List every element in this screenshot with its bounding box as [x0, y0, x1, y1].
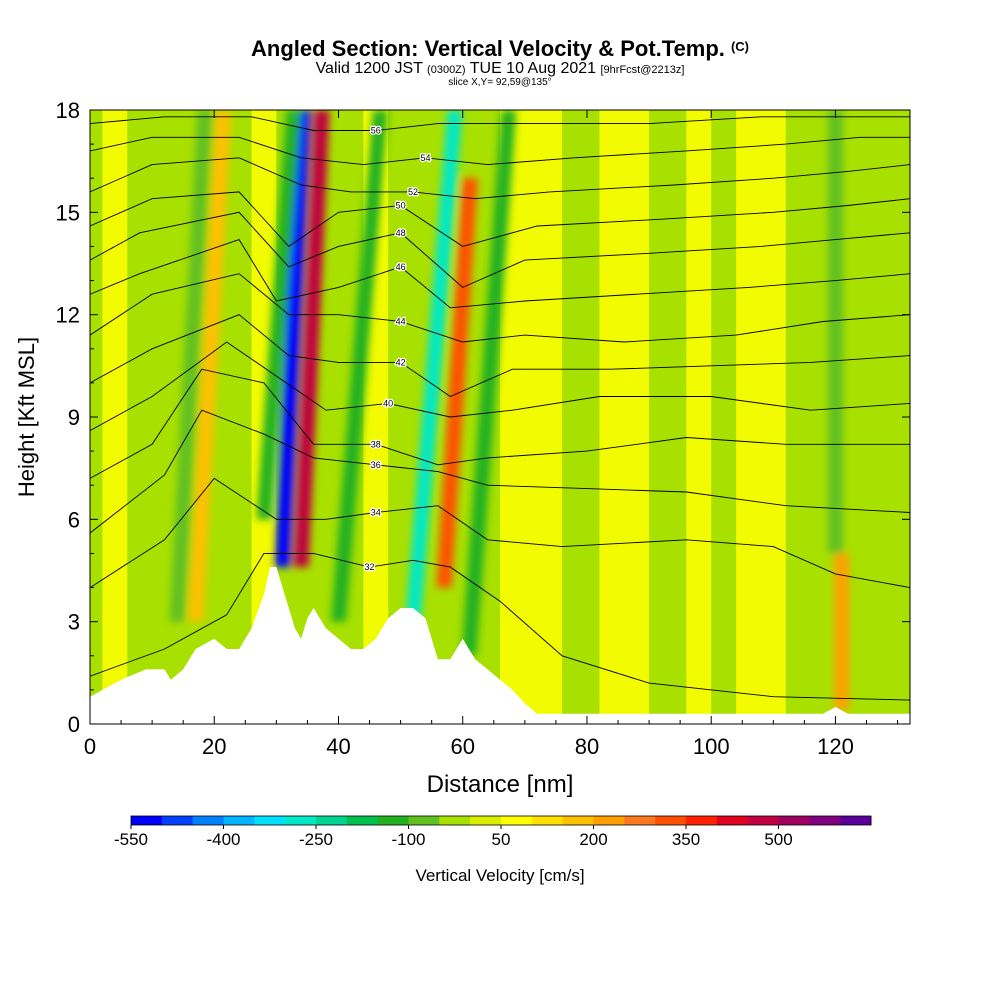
colorbar-swatch — [377, 816, 409, 825]
colorbar-swatch — [840, 816, 872, 825]
x-tick-label: 0 — [84, 734, 96, 759]
colorbar-swatch — [131, 816, 163, 825]
colorbar-swatch — [624, 816, 656, 825]
colorbar-swatch — [223, 816, 255, 825]
isentrope-line — [90, 157, 910, 200]
isentrope-label: 50 — [396, 201, 406, 211]
y-tick-label: 0 — [68, 712, 80, 737]
x-tick-label: 100 — [693, 734, 730, 759]
colorbar-tick-label: -100 — [391, 830, 425, 849]
isentrope-label: 52 — [408, 187, 418, 197]
field-band — [686, 110, 712, 724]
isentrope-line — [90, 116, 910, 131]
x-axis-label: Distance [nm] — [427, 771, 574, 798]
isentrope-label: 56 — [371, 125, 381, 135]
colorbar-swatch — [161, 816, 194, 825]
velocity-feature — [834, 553, 850, 711]
colorbar-tick-label: 50 — [492, 830, 511, 849]
velocity-feature — [256, 110, 302, 520]
y-tick-label: 6 — [68, 507, 80, 532]
colorbar-swatch — [316, 816, 348, 825]
isentrope-line — [90, 341, 910, 431]
colorbar-tick-label: 500 — [764, 830, 792, 849]
title-mark: (C) — [730, 39, 749, 54]
x-tick-label: 80 — [575, 734, 599, 759]
isentrope-label: 40 — [383, 398, 393, 408]
isentrope-line — [90, 368, 910, 479]
y-tick-label: 9 — [68, 405, 80, 430]
chart-title: Angled Section: Vertical Velocity & Pot.… — [251, 36, 749, 61]
isentrope-line — [90, 477, 910, 589]
colorbar-swatch — [192, 816, 224, 825]
velocity-feature — [188, 110, 232, 622]
colorbar-swatch — [655, 816, 687, 825]
x-tick-label: 60 — [450, 734, 474, 759]
velocity-feature — [275, 110, 311, 568]
colorbar-tick-label: 350 — [672, 830, 700, 849]
x-tick-label: 120 — [817, 734, 854, 759]
isentrope-label: 38 — [371, 439, 381, 449]
y-tick-label: 3 — [68, 610, 80, 635]
isentrope-line — [90, 191, 910, 247]
isentrope-label: 46 — [396, 262, 406, 272]
velocity-feature — [405, 110, 463, 622]
isentrope-label: 48 — [396, 228, 406, 238]
velocity-feature — [169, 110, 213, 622]
x-tick-label: 20 — [202, 734, 226, 759]
colorbar-tick-label: -250 — [299, 830, 333, 849]
isentrope-label: 32 — [365, 562, 375, 572]
field-band — [500, 110, 563, 724]
velocity-feature — [828, 110, 843, 554]
colorbar-tick-label: -550 — [114, 830, 148, 849]
colorbar-swatch — [531, 816, 564, 825]
colorbar-tick-label: -400 — [206, 830, 240, 849]
chart-subtitle: Valid 1200 JST (0300Z) TUE 10 Aug 2021 [… — [315, 60, 685, 77]
colorbar-swatch — [439, 816, 471, 825]
slice-info: slice X,Y= 92,59@135° — [448, 77, 552, 88]
y-tick-label: 15 — [56, 200, 80, 225]
isentrope-line — [90, 136, 910, 166]
colorbar-swatch — [285, 816, 317, 825]
colorbar-swatch — [470, 816, 502, 825]
x-tick-label: 40 — [326, 734, 350, 759]
isentrope-line — [90, 552, 910, 701]
isentrope-line — [90, 239, 910, 309]
isentrope-label: 44 — [396, 316, 406, 326]
y-axis-label: Height [Kft MSL] — [14, 337, 39, 497]
colorbar-swatch — [747, 816, 779, 825]
velocity-feature — [436, 178, 478, 588]
isentrope-line — [90, 273, 910, 343]
colorbar-swatch — [562, 816, 594, 825]
colorbar-swatch — [254, 816, 286, 825]
terrain — [90, 567, 910, 724]
colorbar-swatch — [809, 816, 841, 825]
field-band — [599, 110, 650, 724]
colorbar-swatch — [501, 816, 533, 825]
y-tick-label: 12 — [56, 303, 80, 328]
colorbar-swatch — [716, 816, 749, 825]
velocity-feature — [461, 110, 517, 656]
isentrope-label: 36 — [371, 460, 381, 470]
velocity-feature — [331, 110, 388, 622]
colorbar-swatch — [686, 816, 718, 825]
colorbar-swatch — [346, 816, 379, 825]
y-tick-label: 18 — [56, 98, 80, 123]
colorbar-label: Vertical Velocity [cm/s] — [415, 866, 584, 885]
colorbar-swatch — [778, 816, 810, 825]
isentrope-line — [90, 314, 910, 398]
isentrope-line — [90, 211, 910, 288]
isentrope-label: 54 — [420, 153, 430, 163]
isentrope-label: 42 — [396, 357, 406, 367]
colorbar-swatch — [593, 816, 625, 825]
colorbar-swatch — [408, 816, 440, 825]
isentrope-line — [90, 409, 910, 534]
isentrope-label: 34 — [371, 508, 381, 518]
colorbar-tick-label: 200 — [579, 830, 607, 849]
field-band — [736, 110, 786, 724]
